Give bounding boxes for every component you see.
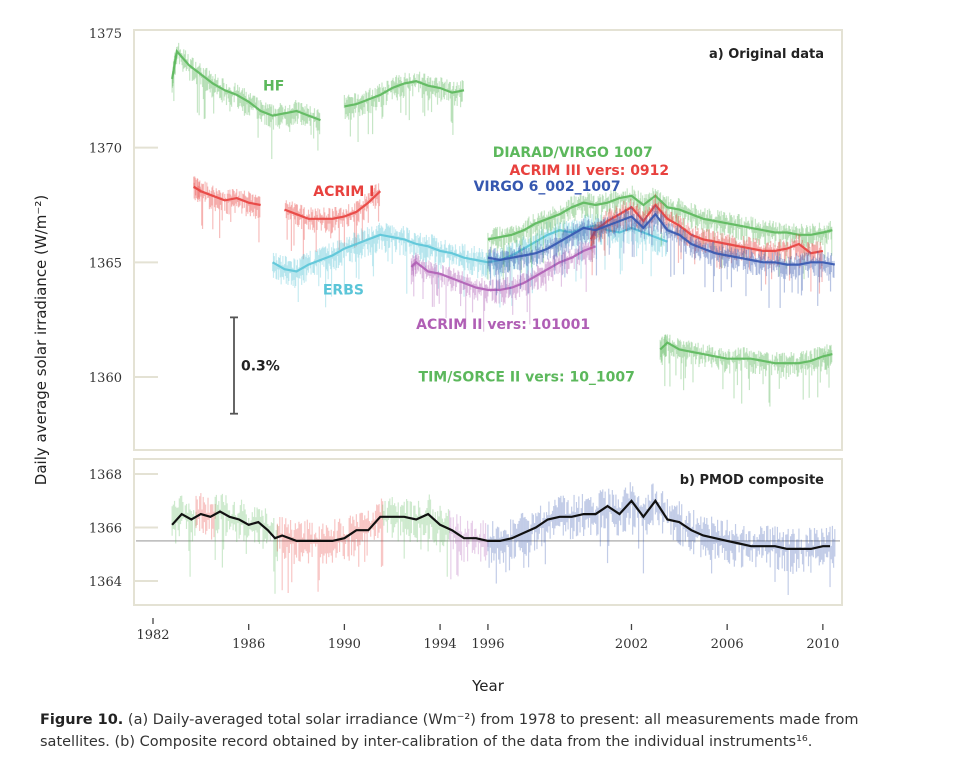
composite-line	[171, 498, 830, 550]
series-acrim-iii-vers-0912	[589, 193, 824, 294]
caption-line-2: satellites. (b) Composite record obtaine…	[40, 734, 813, 750]
series-label: ACRIM III vers: 0912	[509, 163, 669, 179]
series-acrim-ii-vers-101001	[410, 236, 596, 332]
series-acrim-i	[193, 176, 382, 260]
series-diarad-virgo-1007	[487, 185, 833, 280]
panel-b-series	[136, 482, 840, 595]
x-axis: 1982 1986 1990 1994 1996 2002 2006 2010	[136, 618, 839, 652]
panel-a: 1360 1365 1370 1375 HF ACRIM I ERBS ACRIM II v…	[89, 27, 843, 451]
series-label: ACRIM II vers: 101001	[416, 317, 590, 333]
y-tick-label: 1364	[89, 575, 122, 590]
x-tick-label: 2010	[806, 637, 839, 652]
series-line	[410, 245, 596, 291]
x-tick-label: 2006	[711, 637, 744, 652]
caption-text-1: (a) Daily-averaged total solar irradianc…	[123, 712, 859, 728]
x-tick-label: 1982	[136, 628, 169, 643]
x-axis-title: Year	[471, 677, 505, 695]
series-label: TIM/SORCE II vers: 10_1007	[419, 370, 635, 386]
x-tick-label: 1996	[471, 637, 504, 652]
series-label: ACRIM I	[313, 184, 374, 200]
series-line	[487, 212, 836, 266]
figure: 1360 1365 1370 1375 HF ACRIM I ERBS ACRIM II v…	[32, 27, 843, 695]
y-tick-label: 1365	[89, 256, 122, 271]
x-tick-label: 1986	[232, 637, 265, 652]
panel-b-frame	[133, 458, 843, 606]
panel-a-series	[171, 42, 836, 407]
source-segment	[195, 493, 216, 540]
series-line	[659, 341, 833, 365]
source-segment	[382, 494, 451, 577]
scale-bar-label: 0.3%	[241, 359, 280, 375]
x-tick-label: 1990	[328, 637, 361, 652]
x-tick-label: 1994	[424, 637, 457, 652]
series-line	[171, 48, 465, 122]
panel-b: 1364 1366 1368 b) PMOD composite	[89, 458, 843, 606]
panel-b-y-ticks: 1364 1366 1368	[89, 468, 158, 590]
panel-a-frame	[133, 29, 843, 451]
y-axis-title: Daily average solar irradiance (W/m⁻²)	[32, 195, 50, 485]
panel-b-title: b) PMOD composite	[680, 473, 824, 488]
caption-line-1: Figure 10. (a) Daily-averaged total sola…	[40, 709, 950, 731]
panel-a-y-ticks: 1360 1365 1370 1375	[89, 27, 158, 386]
y-tick-label: 1360	[89, 371, 122, 386]
series-tim-sorce-ii-vers-10-1007	[659, 334, 833, 407]
series-line	[193, 185, 382, 220]
scale-bar: 0.3%	[230, 316, 280, 415]
x-tick-label: 2002	[615, 637, 648, 652]
series-erbs	[272, 213, 668, 308]
series-line	[589, 203, 824, 255]
series-label: HF	[263, 78, 284, 94]
series-label: DIARAD/VIRGO 1007	[493, 145, 653, 161]
y-tick-label: 1370	[89, 142, 122, 157]
y-tick-label: 1366	[89, 522, 122, 537]
series-virgo-6-002-1007	[487, 204, 836, 308]
caption-figure-label: Figure 10.	[40, 712, 124, 728]
series-hf	[171, 42, 465, 160]
y-tick-label: 1375	[89, 27, 122, 42]
series-line	[487, 194, 833, 241]
y-tick-label: 1368	[89, 468, 122, 483]
series-label: ERBS	[323, 282, 364, 298]
series-label: VIRGO 6_002_1007	[474, 179, 621, 195]
panel-a-title: a) Original data	[709, 47, 824, 62]
figure-caption: Figure 10. (a) Daily-averaged total sola…	[40, 709, 950, 753]
panel-a-series-labels: HF ACRIM I ERBS ACRIM II vers: 101001 DIARAD…	[263, 78, 669, 385]
